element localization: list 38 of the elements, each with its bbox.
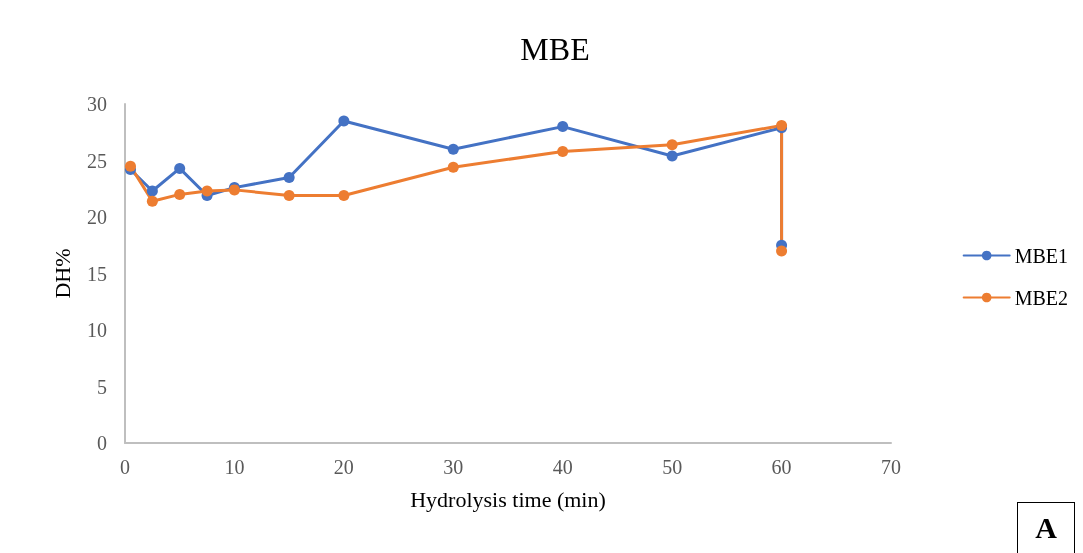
- point: [666, 150, 678, 162]
- point: [146, 185, 158, 197]
- point: [124, 160, 136, 172]
- x-tick-label: 20: [333, 456, 354, 478]
- y-tick-label: 15: [87, 262, 107, 285]
- y-tick-label: 0: [97, 432, 107, 454]
- point: [146, 195, 158, 207]
- point: [338, 190, 350, 202]
- point: [338, 115, 350, 127]
- x-tick-label: 0: [120, 456, 130, 478]
- y-tick-label: 20: [87, 206, 107, 228]
- chart-title: MBE: [520, 31, 590, 67]
- point: [776, 245, 788, 257]
- x-tick-label: 10: [224, 456, 245, 478]
- point: [174, 188, 186, 200]
- legend-label: MBE1: [1014, 244, 1068, 267]
- y-tick-label: 5: [97, 375, 107, 398]
- point: [201, 185, 213, 197]
- point: [447, 143, 459, 155]
- point: [557, 145, 569, 157]
- point: [447, 161, 459, 173]
- x-tick-label: 60: [771, 456, 792, 478]
- y-tick-label: 10: [87, 319, 107, 341]
- point: [283, 190, 295, 202]
- legend-label: MBE2: [1014, 286, 1068, 309]
- x-tick-label: 50: [662, 456, 683, 478]
- x-tick-label: 40: [552, 456, 573, 478]
- x-tick-label: 30: [443, 456, 464, 478]
- x-axis-title: Hydrolysis time (min): [410, 486, 606, 512]
- y-axis-title: DH%: [49, 248, 75, 299]
- point: [557, 121, 569, 133]
- y-tick-label: 30: [87, 93, 107, 115]
- x-tick-label: 70: [881, 456, 901, 478]
- point: [666, 139, 678, 151]
- point: [283, 171, 295, 183]
- y-tick-label: 25: [87, 149, 107, 172]
- point: [174, 162, 186, 174]
- text: A: [1017, 502, 1075, 553]
